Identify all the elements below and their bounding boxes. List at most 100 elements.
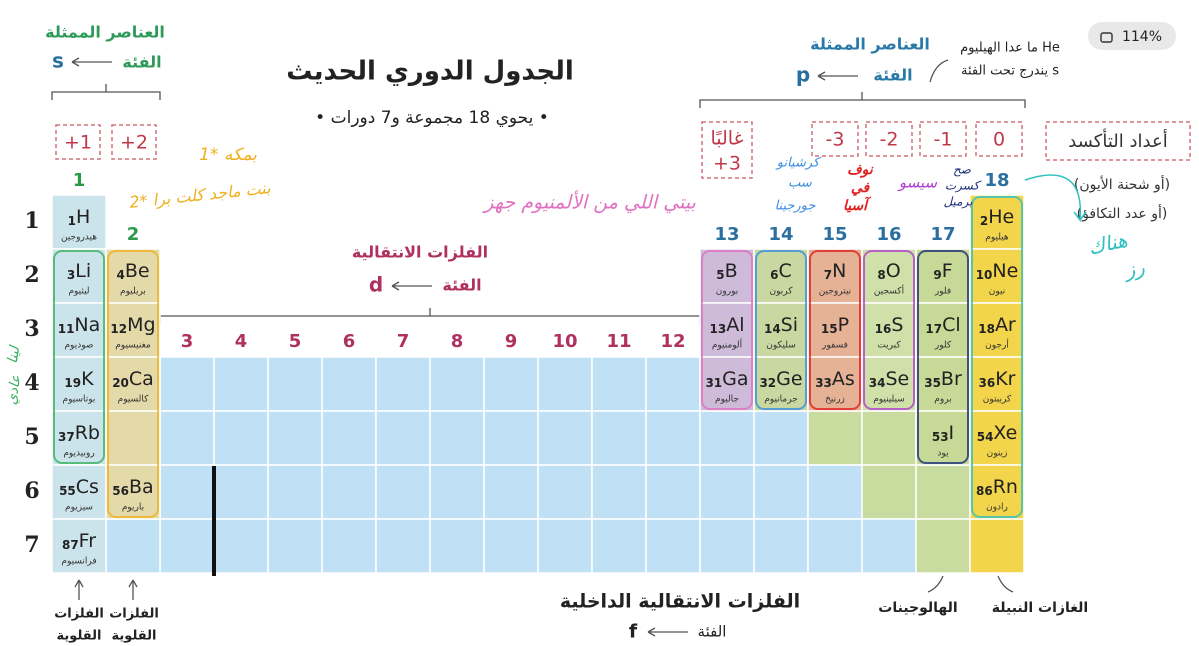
highlight <box>755 250 807 410</box>
oxidation-box <box>55 124 101 160</box>
period-number: 6 <box>24 478 39 504</box>
atomic-number: 55 <box>59 484 76 498</box>
zoom-badge[interactable] <box>1088 22 1176 50</box>
group-number: 11 <box>606 331 631 352</box>
annotation: كرشيانو <box>775 156 822 171</box>
element-symbol: 53I <box>932 422 954 444</box>
empty-cell <box>375 356 431 412</box>
empty-cell <box>429 410 485 466</box>
element-symbol: 19K <box>64 368 94 390</box>
element-name: ألومنيوم <box>712 339 742 351</box>
highlight <box>53 250 105 464</box>
symbol: Be <box>125 260 150 282</box>
element-symbol: 13Al <box>710 314 745 336</box>
annotation: سيسو <box>897 174 938 192</box>
empty-cell <box>159 410 215 466</box>
element-name: كلور <box>934 341 952 351</box>
element-cell <box>915 302 971 358</box>
period-number: 4 <box>24 370 39 396</box>
symbol: Ca <box>129 368 154 390</box>
element-cell <box>969 302 1025 358</box>
oxidation-note: (أو شحنة الأيون) <box>1074 175 1170 193</box>
symbol: F <box>942 260 953 282</box>
p-block-word: الفئة <box>873 66 912 85</box>
symbol: Kr <box>995 368 1015 390</box>
arrow <box>71 57 112 67</box>
annotation: هناك <box>1086 228 1129 260</box>
bracket <box>699 92 1026 108</box>
element-name: بورون <box>716 287 738 297</box>
symbol: Se <box>885 368 909 390</box>
empty-cell <box>321 464 377 520</box>
element-name: جرمانيوم <box>764 395 798 405</box>
element-cell <box>51 194 107 250</box>
annotation: في <box>851 180 871 196</box>
subtitle: • يحوي 18 مجموعة و7 دورات • <box>315 108 549 128</box>
group-number: 8 <box>451 331 464 352</box>
symbol: Br <box>941 368 962 390</box>
annotation: بيتي اللي من الألمنيوم جهز <box>482 190 696 214</box>
empty-cell <box>915 518 971 574</box>
element-symbol: 6C <box>770 260 792 282</box>
symbol: Fr <box>79 530 97 552</box>
empty-cell <box>591 410 647 466</box>
highlight <box>863 250 915 410</box>
annotation: 2* بنت ماجد كلت برا <box>128 178 271 212</box>
oxidation-value: +3 <box>713 153 741 175</box>
element-cell <box>969 248 1025 304</box>
period-number: 7 <box>24 532 39 558</box>
symbol: Cs <box>76 476 99 498</box>
element-symbol: 5B <box>716 260 737 282</box>
element-symbol: 17Cl <box>925 314 960 336</box>
empty-cell <box>753 410 809 466</box>
symbol: Rn <box>993 476 1018 498</box>
element-symbol: 10Ne <box>976 260 1019 282</box>
group-number: 1 <box>73 170 86 191</box>
atomic-number: 53 <box>932 430 949 444</box>
symbol: Xe <box>993 422 1017 444</box>
element-name: كبريت <box>877 341 901 351</box>
element-cell <box>105 464 161 520</box>
f-block-word: الفئة <box>698 623 727 641</box>
annotation: لينا <box>5 344 24 365</box>
oxidation-value: 0 <box>993 129 1005 151</box>
element-cell <box>753 356 809 412</box>
element-symbol: 8O <box>877 260 900 282</box>
element-name: زينون <box>987 449 1008 459</box>
element-name: سيلينيوم <box>873 395 905 405</box>
family-label: القلوية <box>112 629 157 644</box>
group-number: 17 <box>930 224 955 245</box>
empty-cell <box>267 356 323 412</box>
atomic-number: 34 <box>869 376 886 390</box>
group-number: 16 <box>876 224 901 245</box>
element-name: أرجون <box>985 339 1009 351</box>
atomic-number: 7 <box>824 268 832 282</box>
element-name: زرنيخ <box>825 395 845 405</box>
element-cell <box>969 464 1025 520</box>
symbol: Rb <box>75 422 100 444</box>
element-cell <box>105 302 161 358</box>
atomic-number: 18 <box>978 322 995 336</box>
element-name: صوديوم <box>64 341 93 351</box>
element-name: كالسيوم <box>118 395 149 405</box>
empty-cell <box>429 518 485 574</box>
family-label: القلوية <box>57 629 102 644</box>
element-symbol: 87Fr <box>62 530 96 552</box>
element-name: مغنيسيوم <box>115 341 151 351</box>
symbol: B <box>725 260 738 282</box>
annotation: كسرت <box>945 179 982 193</box>
element-symbol: 12Mg <box>110 314 155 336</box>
element-name: بوتاسيوم <box>63 395 96 405</box>
period-number: 5 <box>24 424 39 450</box>
atomic-number: 9 <box>933 268 941 282</box>
empty-cell <box>753 464 809 520</box>
empty-cell <box>861 410 917 466</box>
element-name: أكسجين <box>874 285 904 297</box>
element-symbol: 3Li <box>67 260 91 282</box>
empty-cell <box>321 410 377 466</box>
element-symbol: 32Ge <box>759 368 802 390</box>
element-symbol: 86Rn <box>976 476 1018 498</box>
oxidation-box <box>811 121 859 157</box>
element-symbol: 15P <box>821 314 849 336</box>
oxidation-value: +2 <box>120 132 148 154</box>
